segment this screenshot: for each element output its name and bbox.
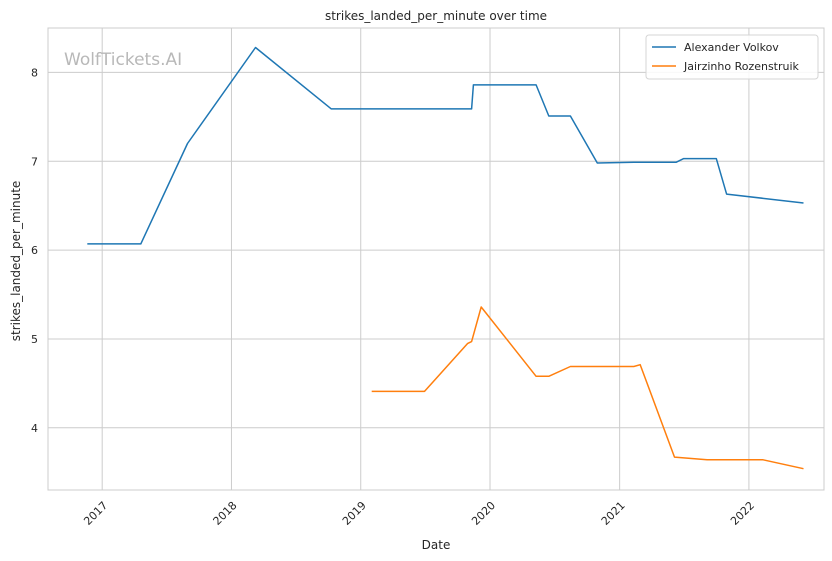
y-tick-label: 5: [31, 333, 38, 346]
chart-title: strikes_landed_per_minute over time: [325, 9, 547, 23]
x-tick-label: 2017: [81, 499, 110, 528]
legend-label: Alexander Volkov: [684, 41, 779, 54]
x-tick-label: 2018: [211, 499, 240, 528]
series-line-0: [87, 46, 804, 245]
watermark: WolfTickets.AI: [64, 50, 182, 70]
y-axis-title: strikes_landed_per_minute: [9, 181, 23, 342]
legend-box: [645, 34, 819, 80]
legend: Alexander Volkov Jairzinho Rozenstruik: [645, 34, 819, 80]
y-tick-label: 4: [31, 422, 38, 435]
x-tick-label: 2021: [599, 499, 628, 528]
y-tick-label: 6: [31, 244, 38, 257]
legend-label: Jairzinho Rozenstruik: [683, 60, 800, 73]
x-tick-label: 2019: [340, 499, 369, 528]
x-tick-label: 2020: [469, 499, 498, 528]
y-tick-label: 8: [31, 66, 38, 79]
y-axis-ticks: 4 5 6 7 8: [31, 66, 38, 434]
plot-area-frame: [47, 27, 825, 491]
series-line-1: [371, 306, 804, 470]
x-axis-ticks: 2017 2018 2019 2020 2021 2022: [81, 499, 757, 528]
x-axis-title: Date: [422, 538, 451, 552]
grid: [48, 28, 824, 490]
x-tick-label: 2022: [728, 499, 757, 528]
series-lines: [87, 46, 804, 470]
y-tick-label: 7: [31, 155, 38, 168]
